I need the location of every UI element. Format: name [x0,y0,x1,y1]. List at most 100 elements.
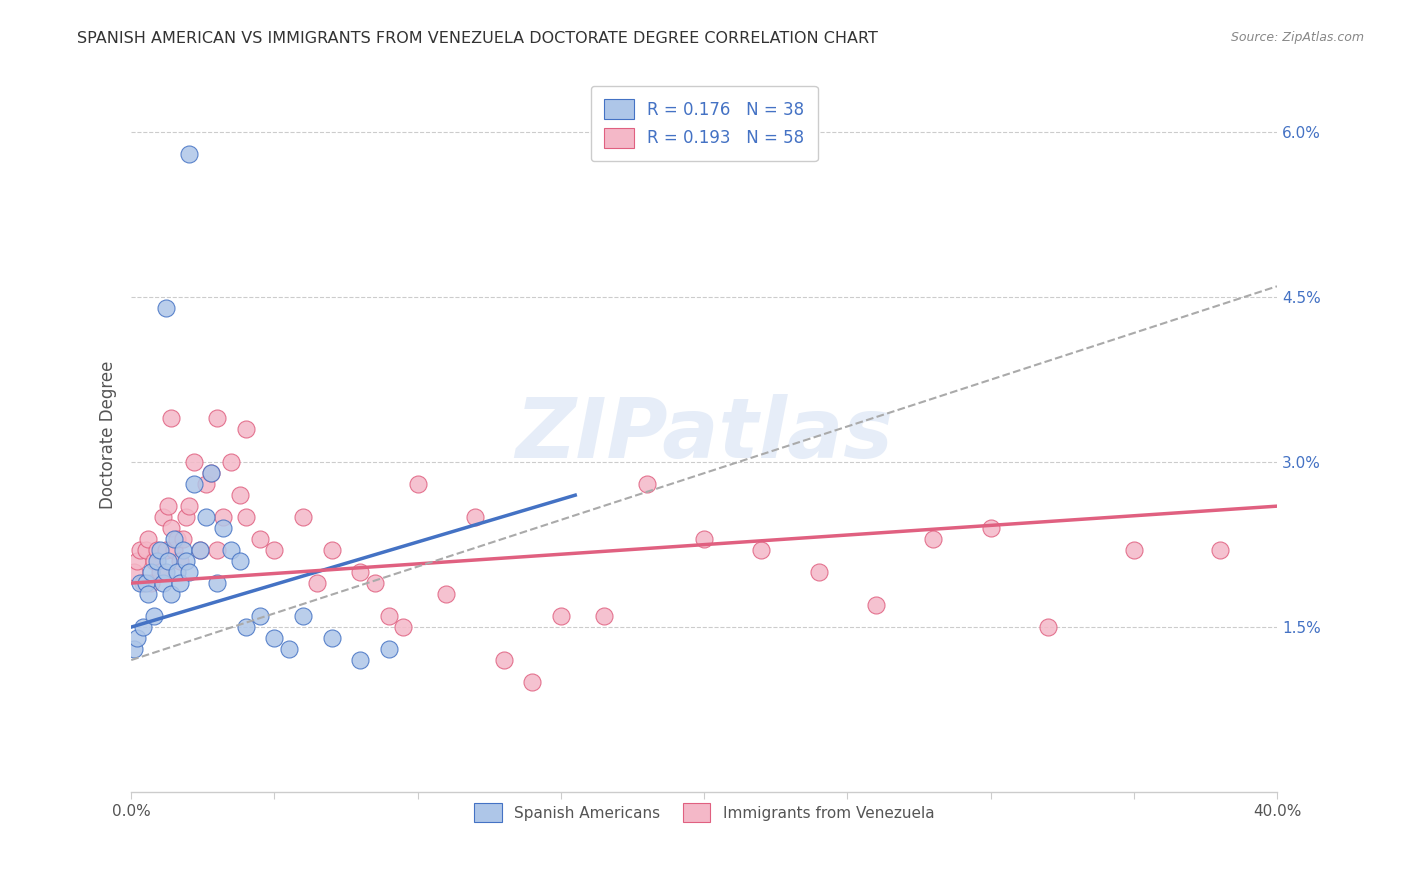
Point [169,554,191,568]
Point [464,510,486,524]
Point [160,587,183,601]
Point [200,466,222,480]
Y-axis label: Doctorate Degree: Doctorate Degree [100,360,117,509]
Point [751,543,773,558]
Point [229,488,252,502]
Point [177,147,200,161]
Point [492,653,515,667]
Point [157,554,180,568]
Point [865,598,887,612]
Point [174,554,197,568]
Point [194,510,217,524]
Point [235,620,257,634]
Point [122,565,145,579]
Point [522,675,544,690]
Point [188,543,211,558]
Point [163,532,186,546]
Point [143,554,166,568]
Text: SPANISH AMERICAN VS IMMIGRANTS FROM VENEZUELA DOCTORATE DEGREE CORRELATION CHART: SPANISH AMERICAN VS IMMIGRANTS FROM VENE… [77,31,879,46]
Point [128,543,150,558]
Point [188,543,211,558]
Point [807,565,830,579]
Point [143,609,166,624]
Point [125,631,148,645]
Point [349,565,371,579]
Point [135,576,157,591]
Point [212,510,235,524]
Point [166,565,188,579]
Point [166,532,188,546]
Point [172,543,194,558]
Point [406,477,429,491]
Point [160,521,183,535]
Point [205,543,228,558]
Point [155,543,177,558]
Point [1208,543,1230,558]
Point [592,609,614,624]
Point [321,543,343,558]
Point [221,543,243,558]
Point [249,532,271,546]
Point [183,455,205,469]
Point [163,543,186,558]
Point [307,576,329,591]
Point [131,576,153,591]
Point [292,510,315,524]
Point [138,587,160,601]
Point [172,532,194,546]
Point [212,521,235,535]
Point [122,642,145,657]
Point [1036,620,1059,634]
Point [229,554,252,568]
Point [149,565,172,579]
Legend: Spanish Americans, Immigrants from Venezuela: Spanish Americans, Immigrants from Venez… [461,791,946,834]
Point [125,554,148,568]
Point [263,543,285,558]
Text: ZIPatlas: ZIPatlas [515,394,893,475]
Text: Source: ZipAtlas.com: Source: ZipAtlas.com [1230,31,1364,45]
Point [138,532,160,546]
Point [174,510,197,524]
Point [152,510,174,524]
Point [155,301,177,316]
Point [135,543,157,558]
Point [249,609,271,624]
Point [693,532,716,546]
Point [146,543,169,558]
Point [152,576,174,591]
Point [160,411,183,425]
Point [550,609,572,624]
Point [980,521,1002,535]
Point [321,631,343,645]
Point [146,554,169,568]
Point [378,642,401,657]
Point [177,499,200,513]
Point [141,576,163,591]
Point [277,642,299,657]
Point [157,499,180,513]
Point [392,620,415,634]
Point [292,609,315,624]
Point [200,466,222,480]
Point [128,576,150,591]
Point [155,565,177,579]
Point [434,587,457,601]
Point [141,565,163,579]
Point [263,631,285,645]
Point [235,422,257,436]
Point [1122,543,1144,558]
Point [131,620,153,634]
Point [221,455,243,469]
Point [169,576,191,591]
Point [177,565,200,579]
Point [636,477,658,491]
Point [378,609,401,624]
Point [364,576,387,591]
Point [183,477,205,491]
Point [194,477,217,491]
Point [349,653,371,667]
Point [205,411,228,425]
Point [235,510,257,524]
Point [205,576,228,591]
Point [149,543,172,558]
